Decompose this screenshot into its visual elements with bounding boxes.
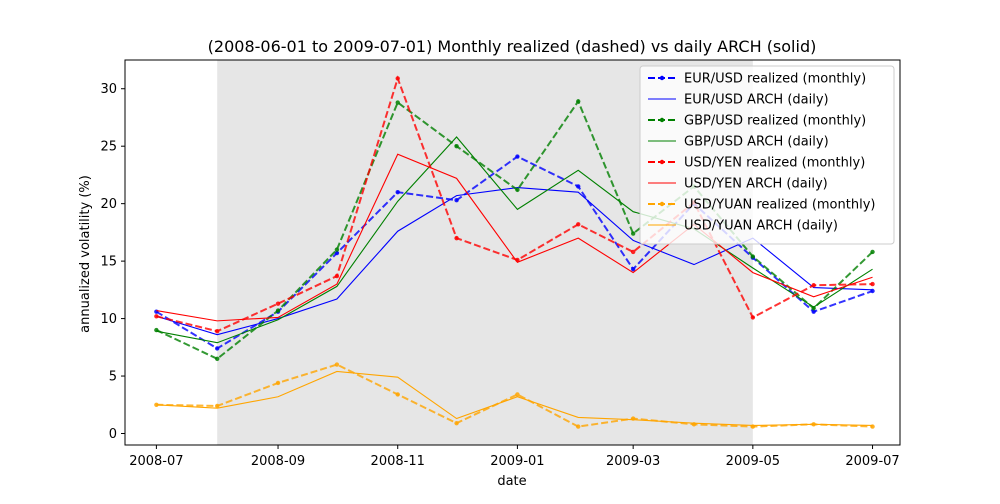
data-point — [154, 309, 159, 314]
data-point — [630, 249, 636, 255]
data-point — [154, 314, 159, 319]
legend-marker — [659, 159, 665, 165]
data-point — [870, 249, 875, 255]
data-point — [870, 281, 875, 287]
series-line-3 — [156, 136, 873, 344]
x-tick-label: 2008-09 — [251, 454, 305, 469]
legend-marker — [659, 117, 665, 123]
data-point — [215, 329, 220, 334]
y-tick-label: 5 — [109, 370, 117, 385]
plot-frame — [124, 59, 901, 446]
legend-marker — [659, 75, 665, 81]
data-point — [334, 273, 340, 279]
data-point — [811, 283, 816, 288]
data-point — [215, 356, 220, 362]
data-point — [334, 362, 340, 367]
x-tick-label: 2008-11 — [371, 454, 425, 469]
legend-entry: GBP/USD realized (monthly) — [684, 114, 866, 129]
legend-entry: USD/YUAN ARCH (daily) — [684, 219, 838, 234]
y-tick-label: 0 — [109, 427, 117, 442]
data-point — [454, 143, 459, 149]
data-point — [395, 392, 400, 397]
data-point — [454, 198, 459, 203]
data-point — [395, 100, 400, 105]
data-point — [334, 250, 340, 256]
data-point — [275, 308, 281, 313]
legend-entry: USD/YEN realized (monthly) — [684, 156, 865, 171]
data-point — [454, 235, 459, 241]
data-point — [515, 392, 520, 397]
data-point — [454, 420, 459, 426]
data-point — [576, 222, 581, 227]
legend-entry: USD/YEN ARCH (daily) — [684, 177, 828, 192]
data-point — [275, 380, 281, 386]
legend-entry: USD/YUAN realized (monthly) — [684, 198, 875, 213]
chart-title: (2008-06-01 to 2009-07-01) Monthly reali… — [208, 37, 817, 56]
y-tick-label: 30 — [100, 82, 117, 97]
data-point — [811, 309, 816, 314]
data-point — [395, 189, 400, 195]
legend-entry: EUR/USD realized (monthly) — [684, 72, 866, 87]
legend-marker — [659, 201, 665, 207]
data-point — [630, 231, 636, 236]
data-point — [515, 154, 520, 159]
data-point — [334, 247, 340, 252]
x-tick-label: 2008-07 — [129, 454, 183, 469]
x-tick-label: 2009-07 — [845, 454, 899, 469]
series-line-5 — [156, 153, 873, 322]
data-point — [576, 424, 581, 429]
series-line-7 — [156, 370, 873, 427]
y-tick-label: 20 — [100, 197, 117, 212]
legend-box — [639, 65, 895, 245]
x-tick-label: 2009-01 — [490, 454, 544, 469]
x-tick-label: 2009-03 — [606, 454, 660, 469]
legend-entry: GBP/USD ARCH (daily) — [684, 135, 829, 150]
y-tick-label: 25 — [100, 140, 117, 155]
data-point — [576, 184, 581, 189]
data-point — [215, 403, 220, 409]
data-point — [215, 346, 220, 351]
data-point — [750, 254, 756, 259]
x-axis-label: date — [497, 474, 526, 489]
y-axis-label: annualized volatility (%) — [78, 175, 93, 333]
data-point — [750, 315, 756, 320]
data-point — [576, 99, 581, 104]
data-point — [630, 266, 636, 272]
data-point — [515, 187, 520, 193]
data-point — [395, 76, 400, 81]
y-tick-label: 15 — [100, 255, 117, 270]
data-point — [275, 301, 281, 306]
data-point — [811, 306, 816, 311]
y-tick-label: 10 — [100, 312, 117, 327]
legend-entry: EUR/USD ARCH (daily) — [684, 93, 829, 108]
x-tick-label: 2009-05 — [726, 454, 780, 469]
